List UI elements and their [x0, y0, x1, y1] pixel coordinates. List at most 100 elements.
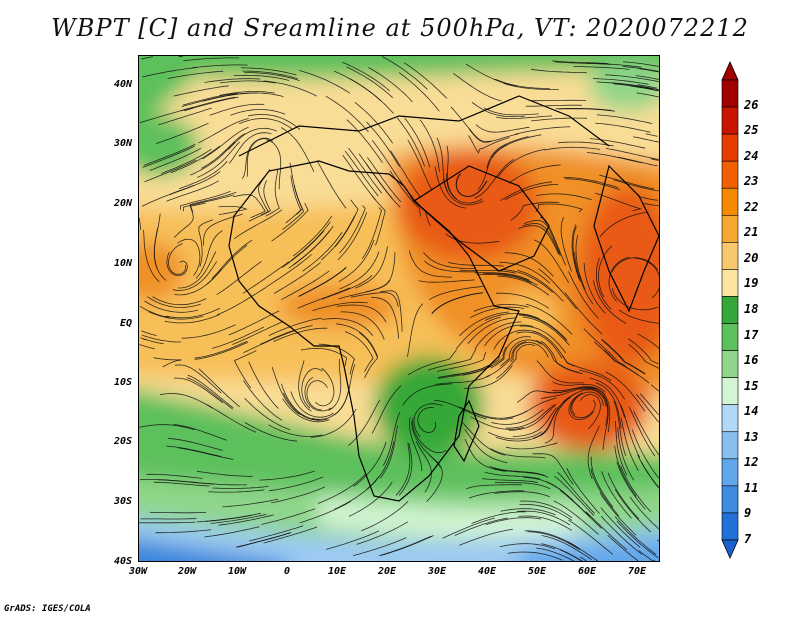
- streamline: [336, 323, 378, 357]
- streamline: [603, 349, 650, 384]
- streamline: [139, 521, 196, 524]
- streamline: [445, 233, 500, 244]
- streamline: [268, 424, 323, 437]
- colorbar-segment: [721, 214, 739, 243]
- streamline: [497, 275, 550, 296]
- streamline: [141, 184, 195, 207]
- streamline: [499, 181, 553, 202]
- streamline: [518, 313, 567, 340]
- streamline: [415, 441, 432, 493]
- streamline: [553, 500, 599, 535]
- streamline: [212, 326, 265, 349]
- colorbar-segment: [721, 160, 739, 189]
- streamline: [366, 441, 395, 490]
- streamline: [298, 360, 312, 412]
- streamline: [572, 226, 581, 282]
- streamline: [246, 138, 274, 177]
- streamline: [590, 456, 614, 508]
- field-green-ne: [589, 61, 659, 111]
- streamline: [395, 443, 411, 496]
- streamline: [514, 126, 571, 135]
- streamline: [579, 556, 588, 561]
- streamline: [228, 132, 272, 164]
- streamline: [390, 150, 422, 199]
- streamline: [595, 122, 651, 133]
- streamline: [544, 396, 571, 444]
- streamline: [438, 364, 493, 379]
- streamline: [631, 429, 659, 479]
- streamline: [558, 108, 615, 112]
- streamline: [173, 202, 206, 238]
- streamline: [614, 516, 657, 555]
- streamline: [271, 486, 325, 504]
- streamline: [317, 474, 366, 504]
- field-hot-india: [579, 186, 659, 366]
- streamline: [614, 489, 652, 533]
- streamline: [218, 206, 248, 215]
- streamline: [172, 261, 218, 291]
- streamline: [233, 74, 290, 81]
- temperature-field: [139, 56, 659, 561]
- streamline: [484, 471, 541, 480]
- streamline: [354, 246, 388, 289]
- streamline: [459, 311, 509, 336]
- colorbar-label: 18: [744, 302, 759, 316]
- streamline: [288, 230, 331, 269]
- streamline: [450, 106, 492, 143]
- colorbar-label: 22: [744, 199, 759, 214]
- streamline: [283, 392, 328, 421]
- streamline: [650, 158, 659, 161]
- streamline: [419, 119, 440, 172]
- streamline: [638, 550, 654, 561]
- colorbar-label: 9: [744, 506, 752, 521]
- streamline: [147, 296, 201, 308]
- streamline: [371, 139, 405, 187]
- streamline: [263, 80, 317, 97]
- streamline: [325, 530, 380, 550]
- streamline: [499, 543, 556, 550]
- streamline: [141, 330, 157, 336]
- streamline: [266, 139, 282, 190]
- streamline: [605, 74, 659, 83]
- streamline: [190, 141, 236, 176]
- streamline: [598, 245, 613, 298]
- streamline: [265, 254, 312, 288]
- streamline: [312, 301, 368, 311]
- streamline: [202, 126, 249, 160]
- streamline: [442, 517, 495, 539]
- lon-label: 30W: [128, 566, 148, 577]
- streamline: [525, 303, 573, 335]
- streamline: [344, 331, 374, 372]
- streamline: [499, 339, 542, 367]
- streamline: [599, 174, 654, 190]
- streamline: [596, 114, 653, 124]
- wbpt-map: [139, 56, 659, 561]
- streamline: [518, 515, 572, 531]
- field-green-north: [139, 56, 659, 131]
- streamline: [628, 338, 659, 365]
- streamline: [143, 229, 160, 283]
- streamline: [605, 371, 646, 412]
- streamline: [424, 260, 478, 273]
- streamline: [139, 424, 195, 431]
- streamline: [557, 141, 614, 147]
- streamline: [182, 92, 238, 106]
- streamline: [207, 404, 257, 433]
- streamline: [243, 380, 283, 421]
- streamline: [599, 492, 637, 536]
- field-blue-sw: [139, 538, 289, 561]
- lat-label: 40S: [113, 556, 132, 567]
- streamline: [232, 321, 284, 345]
- streamline: [300, 347, 348, 366]
- streamline: [322, 318, 374, 336]
- streamline: [484, 313, 540, 321]
- streamline: [179, 161, 228, 190]
- streamline: [601, 471, 632, 519]
- streamline: [204, 78, 261, 83]
- streamline: [249, 525, 304, 542]
- colorbar-segment: [721, 79, 739, 108]
- streamline: [356, 521, 409, 545]
- streamline: [496, 115, 553, 120]
- streamline: [361, 207, 382, 259]
- streamline: [382, 412, 401, 466]
